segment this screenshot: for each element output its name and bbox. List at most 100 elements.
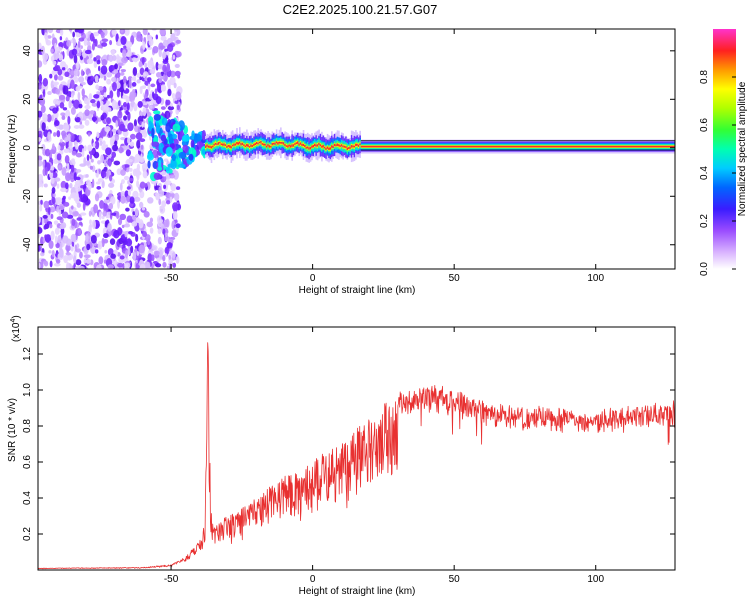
noise-speckle (59, 139, 63, 143)
transition-blob (153, 110, 161, 115)
noise-speckle (51, 69, 58, 76)
noise-speckle (162, 254, 166, 262)
noise-speckle (94, 140, 100, 150)
noise-speckle (120, 68, 127, 73)
noise-speckle (92, 31, 100, 37)
noise-speckle (165, 99, 171, 106)
noise-speckle (110, 49, 116, 56)
noise-speckle (114, 133, 120, 142)
noise-speckle (51, 186, 56, 194)
noise-speckle (158, 78, 163, 83)
noise-speckle (71, 150, 77, 156)
noise-speckle (128, 231, 134, 235)
noise-speckle (123, 102, 128, 108)
noise-speckle (136, 34, 143, 42)
noise-speckle (164, 253, 168, 257)
tone-band-segment (349, 146, 352, 149)
tone-band-segment (311, 145, 313, 148)
noise-speckle (170, 183, 177, 192)
noise-speckle (60, 187, 67, 193)
noise-speckle (80, 212, 87, 216)
noise-speckle (51, 250, 55, 258)
noise-speckle (117, 199, 120, 209)
noise-speckle (103, 166, 108, 173)
noise-speckle (43, 183, 48, 188)
noise-speckle (163, 176, 167, 182)
noise-speckle (157, 63, 162, 70)
noise-speckle (94, 38, 98, 47)
noise-speckle (50, 230, 55, 241)
noise-speckle (42, 88, 46, 98)
noise-speckle (153, 250, 160, 256)
tone-band-segment (206, 144, 209, 147)
noise-speckle (158, 249, 163, 258)
snr-scale-note: (x104) (10, 315, 22, 342)
noise-speckle (73, 211, 79, 216)
noise-speckle (91, 219, 97, 230)
noise-speckle (49, 223, 53, 229)
noise-speckle (105, 147, 112, 156)
noise-speckle (128, 167, 133, 172)
noise-speckle (77, 29, 84, 34)
noise-speckle (136, 251, 140, 256)
tone-band-segment (274, 142, 276, 145)
noise-speckle (89, 153, 93, 160)
noise-speckle (147, 197, 154, 204)
y-tick-label: 0.2 (22, 527, 33, 541)
y-tick-label: 1.2 (22, 347, 33, 361)
noise-speckle (66, 39, 72, 47)
noise-speckle (67, 115, 71, 125)
noise-speckle (138, 244, 146, 254)
tone-band-segment (335, 144, 337, 147)
noise-speckle (149, 227, 154, 234)
noise-speckle (138, 219, 144, 229)
transition-blob (151, 127, 155, 139)
noise-speckle (46, 212, 53, 221)
tone-band-segment (226, 145, 228, 148)
figure-title: C2E2.2025.100.21.57.G07 (283, 2, 438, 17)
tone-band-segment (229, 145, 231, 148)
noise-speckle (83, 258, 87, 264)
tone-band-segment (329, 147, 332, 150)
noise-speckle (73, 68, 79, 77)
noise-speckle (172, 210, 178, 220)
transition-blob (188, 153, 194, 161)
noise-speckle (38, 174, 44, 181)
tone-band-segment (291, 144, 293, 147)
noise-speckle (125, 238, 133, 247)
noise-speckle (75, 143, 79, 150)
noise-speckle (170, 33, 176, 42)
noise-speckle (128, 79, 132, 89)
noise-speckle (162, 124, 165, 131)
tone-band-segment (272, 142, 275, 145)
transition-blob (148, 150, 153, 159)
noise-speckle (72, 38, 77, 47)
tone-band-segment (234, 143, 237, 146)
noise-speckle (89, 224, 93, 228)
noise-speckle (116, 54, 120, 60)
noise-speckle (154, 88, 158, 94)
noise-speckle (55, 259, 61, 264)
noise-speckle (161, 170, 166, 176)
noise-speckle (76, 202, 81, 208)
noise-speckle (166, 242, 173, 249)
noise-speckle (171, 93, 176, 99)
noise-speckle (48, 250, 52, 254)
noise-speckle (52, 192, 56, 198)
noise-speckle (83, 38, 88, 47)
tone-band-segment (299, 142, 302, 145)
noise-speckle (142, 41, 146, 51)
noise-speckle (87, 76, 91, 80)
noise-speckle (78, 103, 83, 109)
noise-speckle (139, 263, 146, 269)
tone-band-segment (239, 141, 241, 144)
noise-speckle (39, 204, 43, 212)
noise-speckle (156, 215, 162, 224)
noise-speckle (70, 164, 75, 173)
x-tick-label: 100 (587, 273, 604, 284)
noise-speckle (57, 234, 62, 244)
tone-band-segment (220, 143, 223, 146)
noise-speckle (133, 119, 137, 128)
noise-speckle (57, 144, 61, 151)
